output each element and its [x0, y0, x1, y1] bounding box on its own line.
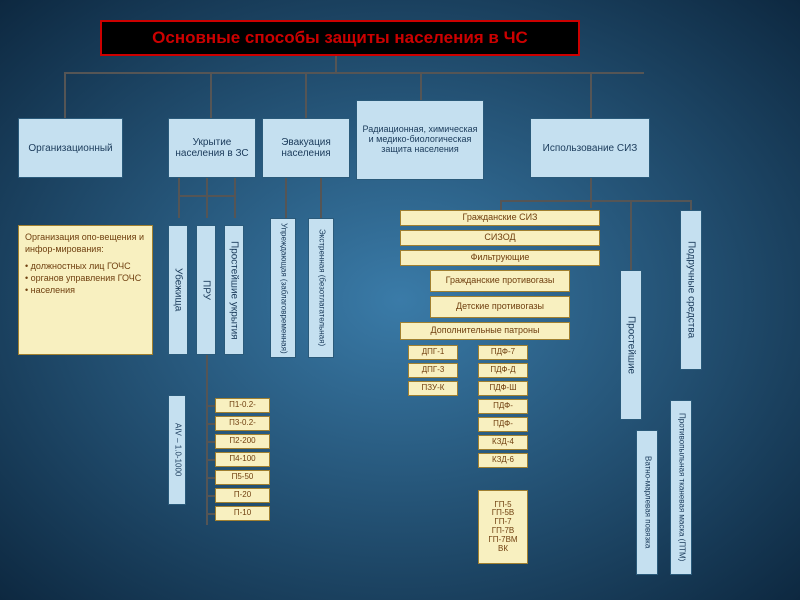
node-org: Организационный — [18, 118, 123, 178]
shelter-pru: ПРУ — [196, 225, 216, 355]
shelter-aiv: AIV – 1.0-1000 — [168, 395, 186, 505]
pdf-item: ПДФ-Д — [478, 363, 528, 378]
node-shelter: Укрытие населения в ЗС — [168, 118, 256, 178]
evac-urgent: Экстренная (безотлагательная) — [308, 218, 334, 358]
diagram-title: Основные способы защиты населения в ЧС — [100, 20, 580, 56]
pdf-item: КЗД-6 — [478, 453, 528, 468]
dpg-item: ПЗУ-К — [408, 381, 458, 396]
org-detail-header: Организация опо-вещения и инфор-мировани… — [25, 232, 146, 255]
node-siz: Использование СИЗ — [530, 118, 650, 178]
siz-child-masks: Детские противогазы — [430, 296, 570, 318]
siz-civil-masks: Гражданские противогазы — [430, 270, 570, 292]
siz-sizod: СИЗОД — [400, 230, 600, 246]
shelter-simple: Простейшие укрытия — [224, 225, 244, 355]
siz-addl: Дополнительные патроны — [400, 322, 570, 340]
pdf-item: ПДФ- — [478, 399, 528, 414]
pdf-item: ПДФ- — [478, 417, 528, 432]
siz-ptm: Противопыльная тканевая маска (ПТМ) — [670, 400, 692, 575]
p-series-item: П5-50 — [215, 470, 270, 485]
siz-filter: Фильтрующие — [400, 250, 600, 266]
siz-improvised: Подручные средства — [680, 210, 702, 370]
p-series-item: П4-100 — [215, 452, 270, 467]
node-evac: Эвакуация населения — [262, 118, 350, 178]
org-bullet-2: • населения — [25, 285, 146, 297]
p-series-item: П2-200 — [215, 434, 270, 449]
shelter-ubezh: Убежища — [168, 225, 188, 355]
p-series-item: П3-0.2- — [215, 416, 270, 431]
pdf-item: КЗД-4 — [478, 435, 528, 450]
p-series-item: П1-0.2- — [215, 398, 270, 413]
org-detail: Организация опо-вещения и инфор-мировани… — [18, 225, 153, 355]
pdf-item: ПДФ-Ш — [478, 381, 528, 396]
evac-planned: Упреждающая (заблаговременная) — [270, 218, 296, 358]
org-bullet-1: • органов управления ГОЧС — [25, 273, 146, 285]
siz-simplest: Простейшие — [620, 270, 642, 420]
p-series-item: П-20 — [215, 488, 270, 503]
dpg-item: ДПГ-3 — [408, 363, 458, 378]
org-bullet-0: • должностных лиц ГОЧС — [25, 261, 146, 273]
siz-civil: Гражданские СИЗ — [400, 210, 600, 226]
siz-vatno: Ватно-марлевая повязка — [636, 430, 658, 575]
pdf-item: ПДФ-7 — [478, 345, 528, 360]
dpg-item: ДПГ-1 — [408, 345, 458, 360]
node-rad: Радиационная, химическая и медико-биолог… — [356, 100, 484, 180]
gp-list: ГП-5 ГП-5В ГП-7 ГП-7В ГП-7ВМ ВК — [478, 490, 528, 564]
p-series-item: П-10 — [215, 506, 270, 521]
title-text: Основные способы защиты населения в ЧС — [152, 28, 528, 47]
